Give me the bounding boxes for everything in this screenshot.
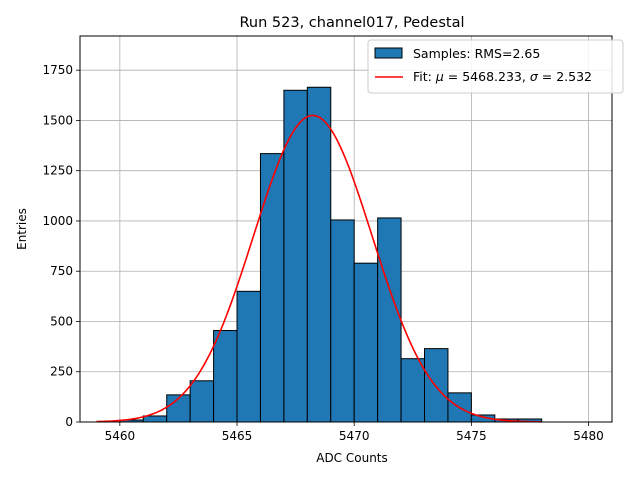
y-tick-label: 500 bbox=[50, 314, 73, 328]
x-tick-label: 5460 bbox=[105, 429, 136, 443]
chart-title: Run 523, channel017, Pedestal bbox=[239, 15, 464, 31]
histogram-bar bbox=[353, 262, 379, 423]
histogram-bar bbox=[377, 217, 402, 423]
y-tick-label: 1750 bbox=[42, 63, 73, 77]
histogram-bar bbox=[259, 153, 285, 423]
legend-samples-swatch bbox=[374, 47, 403, 59]
x-tick-label: 5475 bbox=[456, 429, 487, 443]
y-tick-label: 250 bbox=[50, 365, 73, 379]
histogram-bar bbox=[236, 290, 261, 423]
histogram-bar bbox=[306, 86, 332, 423]
histogram-bar bbox=[189, 380, 215, 423]
histogram-bar bbox=[283, 89, 308, 423]
y-tick-label: 750 bbox=[50, 264, 73, 278]
y-tick-label: 1000 bbox=[42, 214, 73, 228]
y-tick-label: 1500 bbox=[42, 113, 73, 127]
histogram-bars bbox=[119, 86, 543, 423]
fit-curve bbox=[96, 114, 542, 423]
histogram-bar bbox=[400, 358, 426, 423]
y-tick-label: 0 bbox=[65, 415, 73, 429]
y-tick-label: 1250 bbox=[42, 164, 73, 178]
histogram-bar bbox=[424, 348, 449, 423]
x-tick-label: 5480 bbox=[573, 429, 604, 443]
legend-samples-label: Samples: RMS=2.65 bbox=[413, 46, 540, 61]
legend-box bbox=[367, 39, 624, 94]
histogram-bar bbox=[213, 330, 238, 423]
fit-curve-group bbox=[96, 114, 542, 423]
x-tick-label: 5470 bbox=[339, 429, 370, 443]
histogram-bar bbox=[330, 219, 355, 423]
legend-fit-label: Fit: μ = 5468.233, σ = 2.532 bbox=[413, 69, 592, 84]
histogram-bar bbox=[142, 415, 168, 423]
y-axis-label: Entries bbox=[15, 208, 29, 250]
axis-ticks: 5460 5465 5470 5475 5480 0 250 500 750 1000 1250 15… bbox=[42, 63, 603, 443]
plot-frame bbox=[79, 35, 613, 423]
legend: Samples: RMS=2.65 Fit: μ = 5468.233, σ =… bbox=[367, 39, 624, 94]
x-axis-label: ADC Counts bbox=[316, 451, 388, 465]
x-tick-label: 5465 bbox=[222, 429, 253, 443]
